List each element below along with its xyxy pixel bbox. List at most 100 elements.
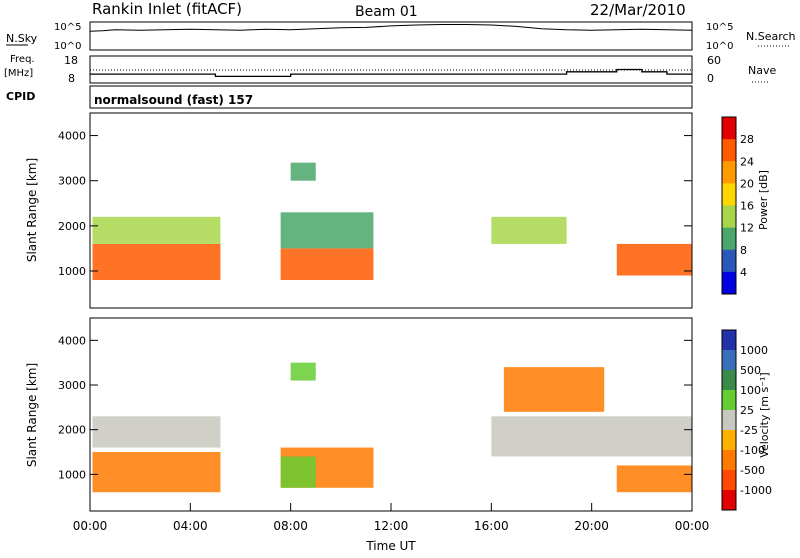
velocity-cbar-swatch xyxy=(722,370,736,391)
power-cbar-swatch xyxy=(722,205,736,229)
cpid-panel: CPID normalsound (fast) 157 xyxy=(6,85,693,109)
velocity-cbar-tick-label: -100 xyxy=(740,444,765,457)
velocity-cbar-swatch xyxy=(722,450,736,471)
power-cbar-tick-label: 16 xyxy=(740,200,754,213)
velocity-cbar-tick-label: 1000 xyxy=(740,344,768,357)
power-ylabel: Slant Range [km] xyxy=(25,158,39,262)
power-cbar-swatch xyxy=(722,249,736,273)
velocity-heatmap-cell xyxy=(503,367,605,412)
power-cbar-swatch xyxy=(722,161,736,184)
date-label: 22/Mar/2010 xyxy=(590,1,686,19)
power-cbar-swatch xyxy=(722,139,736,162)
n-sky-tick-low: 10^0 xyxy=(54,41,81,52)
time-tick-label: 00:00 xyxy=(675,519,710,533)
velocity-cbar-tick-label: 25 xyxy=(740,404,754,417)
velocity-colorbar: 1000 500 100 25 -25 -100 -500 -1000 xyxy=(721,329,772,511)
power-marks xyxy=(92,162,692,281)
power-y-tick-label: 1000 xyxy=(58,265,86,278)
time-tick-label: 00:00 xyxy=(73,519,108,533)
velocity-y-tick-label: 3000 xyxy=(58,379,86,392)
velocity-cbar-tick-label: 100 xyxy=(740,384,761,397)
frequency-series xyxy=(90,68,692,78)
velocity-heatmap-cell xyxy=(616,465,692,493)
power-cbar-tick-label: 24 xyxy=(740,155,754,168)
n-search-tick-high: 10^5 xyxy=(706,22,733,33)
radar-title: Rankin Inlet (fitACF) xyxy=(92,0,242,18)
time-tick-label: 08:00 xyxy=(273,519,308,533)
power-heatmap-cell xyxy=(491,216,567,244)
velocity-cbar-swatch xyxy=(722,390,736,411)
velocity-cbar-swatch xyxy=(722,350,736,371)
velocity-cbar-label: Velocity [m s⁻¹] xyxy=(758,372,771,457)
sky-panel-frame xyxy=(89,21,693,51)
time-tick-label: 20:00 xyxy=(574,519,609,533)
velocity-cbar-tick-label: 500 xyxy=(740,364,761,377)
freq-tick-high: 18 xyxy=(64,54,78,67)
power-y-tick-label: 2000 xyxy=(58,220,86,233)
cpid-panel-frame xyxy=(89,85,693,109)
time-axis-label: Time UT xyxy=(365,539,416,553)
velocity-heatmap-cell xyxy=(290,362,316,381)
velocity-cbar-swatch xyxy=(722,470,736,491)
power-cbar-swatch xyxy=(722,227,736,251)
power-heatmap-cell xyxy=(290,162,316,181)
nave-tick-low: 0 xyxy=(707,72,714,85)
power-cbar-tick-label: 4 xyxy=(740,266,747,279)
n-sky-series xyxy=(89,24,693,32)
velocity-cbar-swatch xyxy=(722,410,736,431)
velocity-heatmap-cell xyxy=(92,416,221,448)
freq-nave-panel: Freq. [MHz] 18 8 60 0 Nave xyxy=(4,54,776,85)
freq-unit-label: [MHz] xyxy=(4,68,33,79)
power-heatmap-cell xyxy=(92,216,221,244)
velocity-ylabel: Slant Range [km] xyxy=(25,363,39,467)
velocity-cbar-swatch xyxy=(722,330,736,351)
power-heatmap-cell xyxy=(280,248,374,281)
cpid-label: CPID xyxy=(6,90,35,103)
velocity-cbar-frame xyxy=(721,329,737,511)
freq-tick-low: 8 xyxy=(68,72,75,85)
power-cbar-tick-label: 12 xyxy=(740,222,754,235)
power-heatmap-cell xyxy=(616,243,692,276)
velocity-y-tick-label: 1000 xyxy=(58,468,86,481)
power-cbar-frame xyxy=(721,116,737,295)
velocity-heatmap-cell xyxy=(280,456,316,488)
velocity-heatmap-cell xyxy=(92,452,221,493)
n-search-tick-low: 10^0 xyxy=(706,41,733,52)
velocity-heatmap-cell xyxy=(491,416,692,457)
velocity-cbar-tick-label: -500 xyxy=(740,464,765,477)
power-heatmap-cell xyxy=(280,212,374,249)
n-sky-label: N.Sky xyxy=(6,32,38,45)
power-cbar-swatch xyxy=(722,183,736,206)
velocity-panel: 1000 2000 3000 4000 Slant Range [km] 1000 50… xyxy=(25,317,772,512)
cpid-value: normalsound (fast) 157 xyxy=(94,93,253,107)
sky-search-panel: N.Sky 10^5 10^0 10^5 10^0 N.Search xyxy=(6,21,796,52)
time-axis: 00:00 04:00 08:00 12:00 16:00 20:00 00:00 xyxy=(73,503,710,533)
nave-label: Nave xyxy=(748,64,776,77)
time-tick-label: 12:00 xyxy=(374,519,409,533)
power-cbar-tick-label: 8 xyxy=(740,244,747,257)
power-heatmap-cell xyxy=(92,243,221,281)
power-cbar-tick-label: 28 xyxy=(740,133,754,146)
velocity-y-tick-label: 4000 xyxy=(58,334,86,347)
power-y-tick-label: 3000 xyxy=(58,175,86,188)
velocity-y-axis: 1000 2000 3000 4000 xyxy=(58,334,692,481)
power-cbar-label: Power [dB] xyxy=(757,170,770,230)
power-cbar-swatch xyxy=(722,117,736,140)
velocity-y-tick-label: 2000 xyxy=(58,424,86,437)
time-tick-label: 04:00 xyxy=(173,519,208,533)
power-panel: 1000 2000 3000 4000 Slant Range [km] 28 24 20… xyxy=(25,112,770,309)
time-tick-label: 16:00 xyxy=(474,519,509,533)
power-y-axis: 1000 2000 3000 4000 xyxy=(58,130,692,278)
beam-label: Beam 01 xyxy=(355,4,418,20)
n-sky-tick-high: 10^5 xyxy=(54,22,81,33)
velocity-cbar-tick-label: -1000 xyxy=(740,484,772,497)
n-search-label: N.Search xyxy=(746,30,796,43)
power-panel-frame xyxy=(89,112,693,309)
velocity-marks xyxy=(92,362,692,493)
power-y-tick-label: 4000 xyxy=(58,130,86,143)
velocity-cbar-swatch xyxy=(722,430,736,451)
nave-tick-high: 60 xyxy=(707,54,721,67)
power-colorbar: 28 24 20 16 12 8 4 xyxy=(721,116,754,295)
